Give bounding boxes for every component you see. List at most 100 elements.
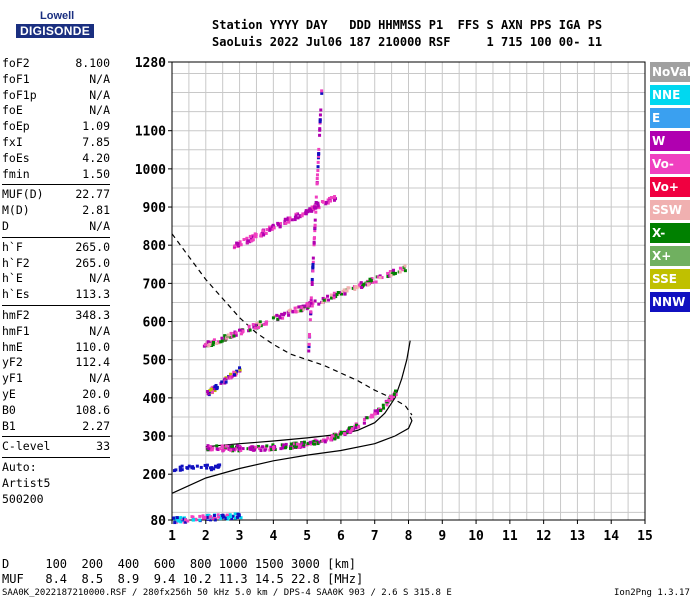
footer-info: SAA0K_2022187210000.RSF / 280fx256h 50 k…	[2, 588, 452, 598]
echo-point	[223, 377, 227, 381]
echo-point	[220, 444, 224, 448]
echo-point	[309, 442, 313, 446]
echo-point	[225, 513, 229, 517]
param-row: h`F2 265.0	[2, 256, 110, 272]
echo-point	[300, 306, 304, 310]
param-value: N/A	[89, 218, 110, 233]
echo-point	[258, 323, 262, 327]
echo-point	[311, 265, 315, 269]
param-row: B0 108.6	[2, 403, 110, 419]
param-label: MUF(D)	[2, 187, 44, 202]
echo-point	[385, 403, 389, 407]
echo-point	[203, 343, 207, 347]
echo-point	[213, 516, 217, 520]
echo-point	[210, 448, 214, 452]
header-line-1: Station YYYY DAY DDD HHMMSS P1 FFS S AXN…	[212, 18, 603, 32]
param-value: 112.4	[75, 355, 110, 370]
param-value: 108.6	[75, 402, 110, 417]
echo-point	[390, 397, 394, 401]
echo-point	[312, 207, 316, 211]
echo-point	[232, 334, 236, 338]
x-tick-label: 5	[303, 529, 311, 544]
echo-point	[376, 411, 380, 415]
param-value: N/A	[89, 103, 110, 118]
echo-point	[287, 313, 291, 317]
param-label: hmF2	[2, 307, 30, 322]
echo-point	[366, 283, 370, 287]
echo-point	[299, 214, 303, 218]
auto-scaling-line: Artist5	[2, 475, 51, 490]
echo-point	[236, 242, 240, 246]
param-label: h`F	[2, 239, 23, 254]
y-tick-label: 600	[143, 316, 167, 331]
echo-point	[287, 309, 291, 313]
echo-point	[309, 296, 313, 300]
series-profile	[171, 416, 413, 494]
x-tick-label: 10	[468, 529, 484, 544]
echo-point	[278, 316, 282, 320]
echo-point	[326, 294, 330, 298]
y-tick-label: 200	[143, 468, 167, 483]
echo-point	[231, 449, 235, 453]
legend-item: NNW	[650, 292, 690, 312]
echo-point	[315, 441, 319, 445]
echo-point	[220, 380, 224, 384]
echo-point	[187, 464, 191, 468]
param-label: foEp	[2, 119, 30, 134]
echo-point	[303, 304, 307, 308]
echo-point	[283, 311, 287, 315]
echo-point	[313, 218, 317, 222]
echo-point	[220, 514, 224, 518]
echo-point	[348, 426, 352, 430]
echo-point	[307, 334, 311, 338]
echo-point	[208, 445, 212, 449]
echo-point	[279, 447, 283, 451]
auto-scaling-line: 500200	[2, 491, 44, 506]
echo-point	[294, 212, 298, 216]
echo-point	[378, 274, 382, 278]
echo-point	[178, 468, 182, 472]
muf-distance-row: D 100 200 400 600 800 1000 1500 3000 [km…	[2, 557, 357, 571]
echo-point	[195, 464, 199, 468]
y-tick-label: 400	[143, 392, 167, 407]
echo-point	[233, 512, 237, 516]
echo-point	[220, 515, 224, 519]
echo-point	[310, 277, 314, 281]
param-value: 265.0	[75, 239, 110, 254]
echo-point	[332, 198, 336, 202]
param-row: h`F 265.0	[2, 240, 110, 256]
echo-point	[403, 264, 407, 268]
echo-point	[254, 235, 258, 239]
echo-point	[348, 430, 352, 434]
echo-point	[290, 446, 294, 450]
echo-point	[380, 276, 384, 280]
echo-point	[301, 308, 305, 312]
y-tick-label: 1000	[135, 163, 166, 178]
echo-point	[315, 173, 319, 177]
echo-point	[388, 270, 392, 274]
echo-point	[191, 465, 195, 469]
echo-point	[316, 204, 320, 208]
echo-point	[281, 316, 285, 320]
param-row: yF2 112.4	[2, 355, 110, 371]
echo-point	[239, 516, 243, 520]
echo-point	[175, 516, 179, 520]
param-value: 33	[96, 439, 110, 454]
legend-item: NNE	[650, 85, 690, 105]
echo-point	[296, 216, 300, 220]
echo-point	[172, 469, 176, 473]
echo-point	[302, 443, 306, 447]
echo-point	[386, 271, 390, 275]
echo-point	[198, 518, 202, 522]
echo-point	[212, 386, 216, 390]
echo-point	[246, 239, 250, 243]
echo-point	[308, 209, 312, 213]
echo-point	[369, 415, 373, 419]
echo-point	[273, 448, 277, 452]
echo-point	[371, 415, 375, 419]
echo-point	[333, 195, 337, 199]
param-value: 20.0	[82, 386, 110, 401]
echo-point	[262, 322, 266, 326]
echo-point	[312, 442, 316, 446]
echo-point	[362, 417, 366, 421]
